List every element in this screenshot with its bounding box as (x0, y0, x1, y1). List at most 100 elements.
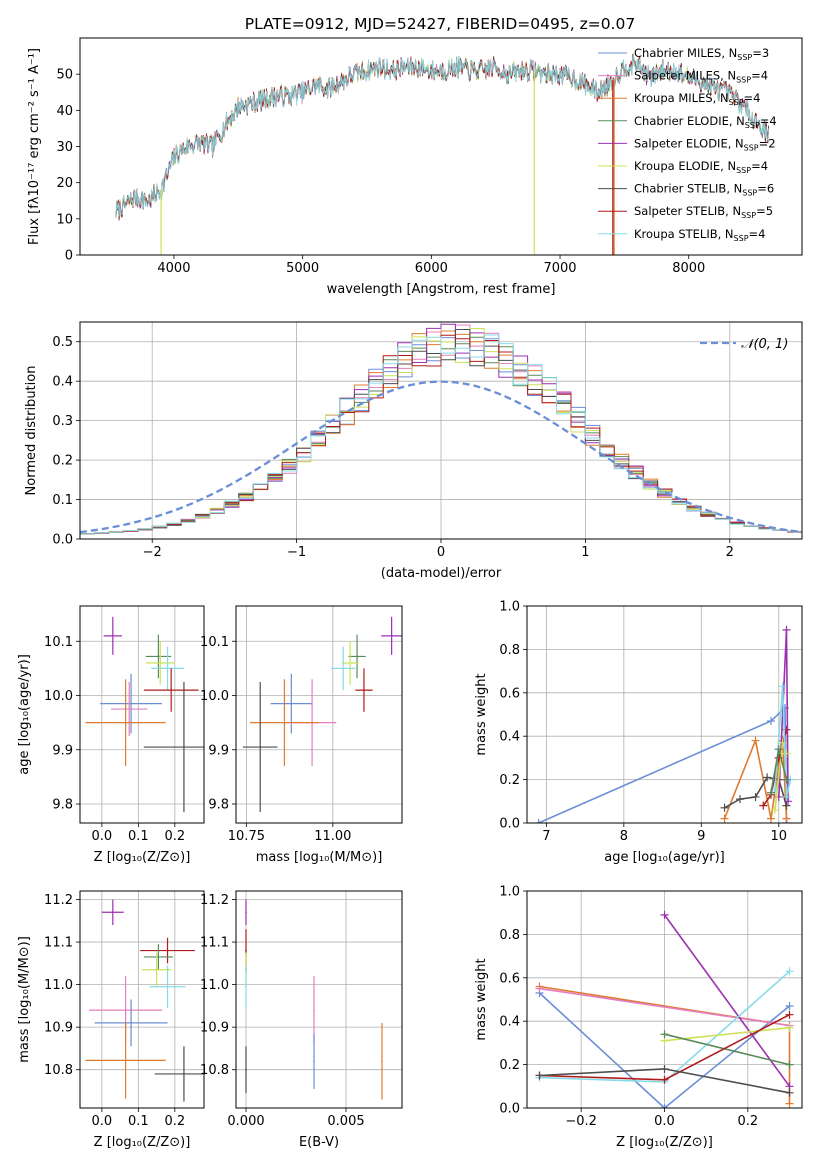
mass_weight_vs_age-marker-kroupa_miles-2 (767, 814, 776, 823)
mass_weight_vs_Z-ytick-label-1: 0.2 (499, 1058, 520, 1073)
mass_vs_Z-xlabel: Z [log₁₀(Z/Z⊙)] (94, 1135, 191, 1150)
spectrum-axes: 4000 5000 6000 7000 8000 0 10 20 30 40 50 wavelengt… (27, 48, 705, 297)
mass_weight_vs_Z-series (535, 910, 794, 1108)
mass_weight_vs_age-series (534, 625, 795, 823)
spectrum-legend: Chabrier MILES, NSSP=3 Salpeter MILES, NS… (598, 46, 777, 243)
mass_weight_vs_age-marker-chabrier_stelib-0 (720, 803, 729, 812)
mass_vs_ebv-point-chabrier_stelib (245, 1068, 247, 1071)
residuals-xlabel: (data-model)/error (381, 566, 502, 581)
mass_weight_vs_Z-marker-chabrier_miles-2 (785, 1002, 794, 1011)
age_vs_mass-point-kroupa_stelib (342, 667, 345, 670)
mass_weight_vs_age-xtick-label-3: 10 (770, 829, 787, 844)
age_vs_mass-ytick-label-1: 9.9 (208, 743, 229, 758)
mass_vs_Z-ylabel: mass [log₁₀(M/M⊙)] (17, 936, 32, 1063)
residuals-ytick-label-3: 0.3 (52, 414, 73, 429)
spectrum-xtick-label-4: 8000 (672, 261, 705, 276)
age_vs_mass-point-chabrier_stelib (259, 746, 262, 748)
mass_weight_vs_age-marker-chabrier_stelib-1 (736, 795, 745, 804)
mass_weight_vs_age-frame (526, 605, 803, 824)
mass_weight_vs_Z-line-chabrier_elodie (664, 1033, 790, 1066)
residuals-ytick-label-2: 0.2 (52, 454, 73, 469)
mass_weight_vs_age-marker-salpeter_elodie-1 (782, 625, 791, 634)
mass_weight_vs_age-marker-chabrier_elodie-1 (774, 745, 783, 754)
mass_vs_ebv-xlabel: E(B-V) (299, 1135, 339, 1150)
age_vs_Z-point-salpeter_stelib (170, 689, 172, 691)
age_vs_mass-axes: 10.75 11.00 9.8 9.9 10.0 10.1 mass [log₁₀(M/M⊙… (200, 606, 402, 865)
residuals-xtick-label-1: −1 (287, 545, 306, 560)
spectrum-xtick-label-3: 7000 (543, 261, 576, 276)
age_vs_Z-ytick-label-2: 10.0 (44, 689, 73, 704)
mass_weight_vs_age-marker-kroupa_miles-1 (751, 736, 760, 745)
spectrum-line-kroupa_stelib (115, 53, 769, 218)
mass_vs_Z-point-salpeter_stelib (166, 949, 169, 952)
mass_weight_vs_age-marker-salpeter_elodie-2 (784, 797, 793, 806)
mass_vs_Z-point-salpeter_miles (124, 1009, 127, 1011)
mass_weight_vs_Z-ytick-label-3: 0.6 (499, 971, 520, 986)
age_vs_Z-ytick-label-0: 9.8 (52, 798, 73, 813)
age_vs_Z-points (85, 616, 204, 813)
mass_vs_ebv-ytick-label-4: 11.2 (200, 893, 229, 908)
legend-label-salpeter_stelib: Salpeter STELIB, NSSP=5 (634, 204, 773, 220)
legend-label-chabrier_stelib: Chabrier STELIB, NSSP=6 (634, 182, 774, 198)
mass_vs_Z-xtick-label-1: 0.1 (128, 1114, 149, 1129)
normal-curve (80, 380, 802, 534)
mass_weight_vs_Z-xlabel: Z [log₁₀(Z/Z⊙)] (616, 1135, 713, 1150)
legend-label-kroupa_elodie: Kroupa ELODIE, NSSP=4 (634, 159, 768, 175)
age_vs_Z-point-kroupa_miles (124, 721, 127, 724)
mass_weight_vs_Z-xtick-label-1: 0.0 (654, 1114, 675, 1129)
mass_weight_vs_age-ytick-label-4: 0.8 (499, 643, 520, 658)
residuals-xtick-label-4: 2 (726, 545, 734, 560)
mass_vs_Z-ytick-label-1: 10.9 (44, 1021, 73, 1036)
mass_weight_vs_age-marker-chabrier_miles-1 (767, 717, 776, 726)
mass_vs_ebv-axes: 0.000 0.005 10.8 10.9 11.0 11.1 11.2 E(B-V) (200, 891, 402, 1150)
mass_weight_vs_age-marker-kroupa_miles-4 (782, 814, 791, 823)
mass_weight_vs_age-ylabel: mass weight (474, 673, 489, 755)
mass_weight_vs_age-ytick-label-0: 0.0 (499, 817, 520, 832)
spectrum-xlabel: wavelength [Angstrom, rest frame] (327, 282, 556, 297)
legend-label-chabrier_miles: Chabrier MILES, NSSP=3 (634, 46, 769, 62)
residuals-xtick-label-0: −2 (143, 545, 162, 560)
age_vs_mass-ytick-label-2: 10.0 (200, 689, 229, 704)
age_vs_Z-point-chabrier_elodie (157, 655, 160, 658)
mass_weight_vs_age-ytick-label-3: 0.6 (499, 686, 520, 701)
residuals-xtick-label-3: 1 (581, 545, 589, 560)
residuals-ylabel: Normed distribution (24, 366, 39, 496)
mass_vs_Z-ytick-label-2: 11.0 (44, 978, 73, 993)
mass_weight_vs_age-marker-kroupa_elodie-2 (782, 749, 791, 758)
residuals-ytick-label-4: 0.4 (52, 375, 73, 390)
legend-label-salpeter_elodie: Salpeter ELODIE, NSSP=2 (634, 136, 776, 152)
mass_vs_ebv-point-salpeter_elodie (245, 911, 247, 914)
mass_weight_vs_Z-line-salpeter_elodie (663, 914, 791, 1087)
mass_vs_ebv-point-salpeter_miles (313, 1009, 315, 1011)
mass_weight_vs_Z-marker-chabrier_stelib-0 (535, 1071, 544, 1080)
age_vs_Z-ytick-label-1: 9.9 (52, 743, 73, 758)
mass_weight_vs_Z-xtick-label-2: 0.2 (737, 1114, 758, 1129)
age_vs_Z-xtick-label-0: 0.0 (92, 829, 113, 844)
spectrum-xtick-label-1: 5000 (286, 261, 319, 276)
mass_vs_ebv-point-kroupa_miles (381, 1060, 383, 1062)
mass_weight_vs_age-marker-chabrier_stelib-3 (763, 773, 772, 782)
spectrum-ylabel: Flux [fλ10⁻¹⁷ erg cm⁻² s⁻¹ A⁻¹] (27, 48, 42, 245)
mass_vs_Z-axes: 0.0 0.1 0.2 10.8 10.9 11.0 11.1 11.2 Z [log₁₀(Z/… (17, 891, 204, 1150)
spectrum-ytick-label-0: 0 (65, 249, 73, 264)
mass_weight_vs_Z-marker-chabrier_stelib-2 (785, 1088, 794, 1097)
mass_weight_vs_age-marker-salpeter_stelib-0 (759, 801, 768, 810)
age_vs_mass-frame (235, 605, 403, 824)
mass_weight_vs_age-marker-chabrier_elodie-2 (782, 775, 791, 784)
mass_vs_Z-point-chabrier_stelib (183, 1073, 185, 1075)
mass_weight_vs_age-marker-chabrier_miles-0 (534, 819, 543, 823)
mass_weight_vs_age-line-chabrier_miles (538, 706, 788, 823)
mass_vs_ebv-xtick-label-1: 0.005 (327, 1114, 364, 1129)
residuals-ytick-label-0: 0.0 (52, 533, 73, 548)
mass_weight_vs_age-xtick-label-2: 9 (697, 829, 705, 844)
spectrum-xtick-label-0: 4000 (157, 261, 190, 276)
residuals-axes: −2 −1 0 1 2 0.0 0.1 0.2 0.3 0.4 0.5 (data-model)/er… (24, 322, 802, 581)
mass_weight_vs_Z-marker-salpeter_stelib-1 (660, 1075, 669, 1084)
mass_vs_Z-point-kroupa_stelib (166, 985, 169, 988)
mass_vs_Z-ytick-label-3: 11.1 (44, 936, 73, 951)
mass_vs_Z-point-chabrier_miles (130, 1022, 132, 1024)
spectrum-ytick-label-3: 30 (56, 140, 73, 155)
legend-label-chabrier_elodie: Chabrier ELODIE, NSSP=4 (634, 114, 777, 130)
mass_weight_vs_age-xtick-label-0: 7 (542, 829, 550, 844)
